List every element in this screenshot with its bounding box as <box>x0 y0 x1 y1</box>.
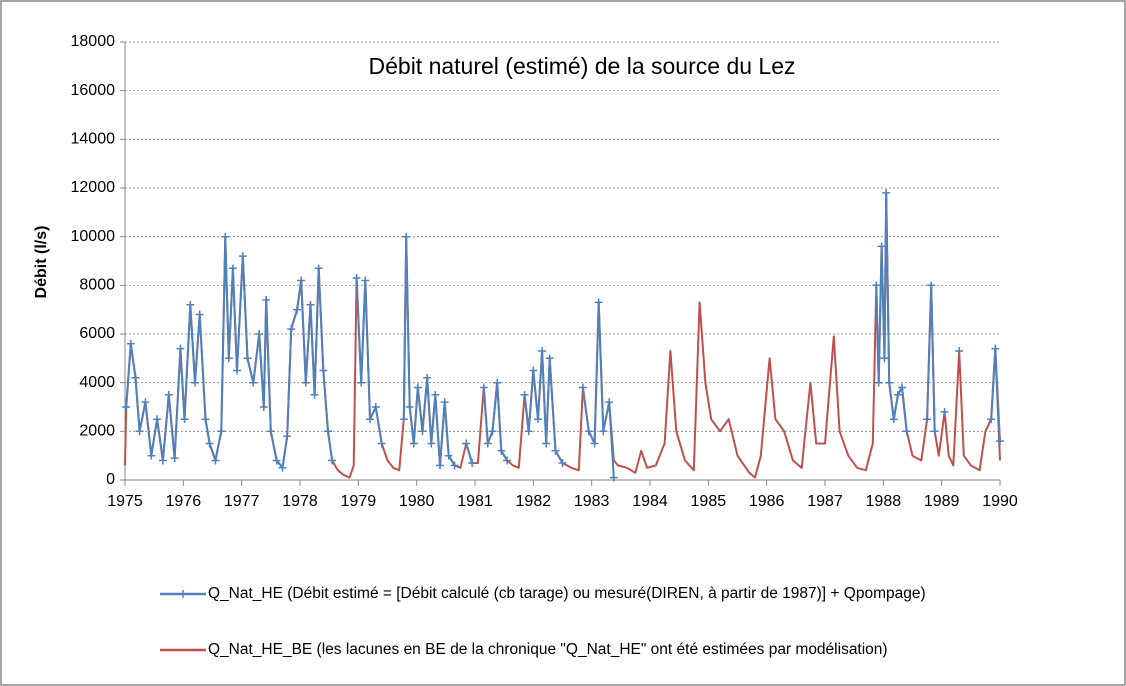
y-tick-label: 16000 <box>71 82 116 99</box>
y-tick-label: 12000 <box>71 179 116 196</box>
x-tick-label: 1976 <box>166 493 202 510</box>
y-axis-label: Débit (l/s) <box>33 226 50 299</box>
x-tick-label: 1977 <box>224 493 260 510</box>
x-tick-label: 1979 <box>341 493 377 510</box>
x-tick-label: 1986 <box>749 493 785 510</box>
x-tick-label: 1985 <box>691 493 727 510</box>
x-tick-label: 1990 <box>982 493 1018 510</box>
x-tick-label: 1981 <box>457 493 493 510</box>
x-tick-label: 1980 <box>399 493 435 510</box>
y-tick-label: 8000 <box>79 277 115 294</box>
x-tick-label: 1975 <box>107 493 143 510</box>
x-tick-label: 1987 <box>807 493 843 510</box>
y-tick-label: 6000 <box>79 325 115 342</box>
x-tick-label: 1988 <box>866 493 902 510</box>
y-tick-label: 18000 <box>71 33 116 50</box>
chart-title: Débit naturel (estimé) de la source du L… <box>369 53 796 79</box>
x-tick-label: 1978 <box>282 493 318 510</box>
legend-label: Q_Nat_HE (Débit estimé = [Débit calculé … <box>208 585 926 602</box>
series-line <box>126 193 1000 478</box>
x-tick-label: 1984 <box>632 493 668 510</box>
y-tick-label: 10000 <box>71 228 116 245</box>
x-tick-label: 1989 <box>924 493 960 510</box>
legend-marker <box>179 590 187 598</box>
y-tick-label: 2000 <box>79 423 115 440</box>
legend-label: Q_Nat_HE_BE (les lacunes en BE de la chr… <box>208 641 888 658</box>
x-tick-label: 1982 <box>516 493 552 510</box>
x-tick-label: 1983 <box>574 493 610 510</box>
y-tick-label: 4000 <box>79 374 115 391</box>
y-tick-label: 0 <box>106 471 115 488</box>
y-tick-label: 14000 <box>71 131 116 148</box>
